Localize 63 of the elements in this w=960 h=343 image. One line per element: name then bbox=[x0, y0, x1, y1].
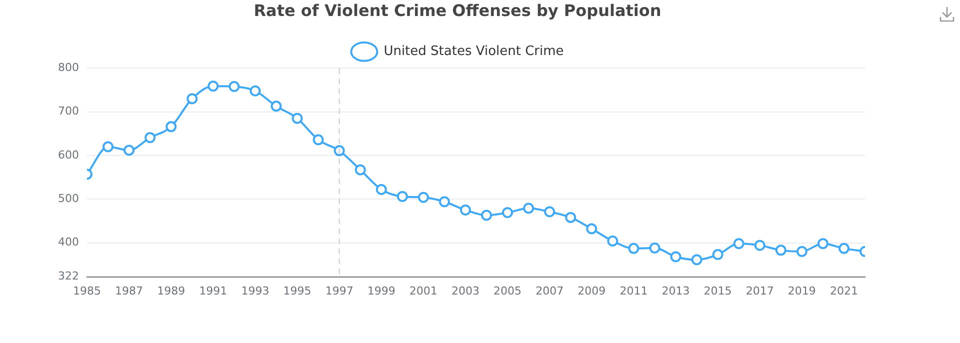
point bbox=[796, 246, 808, 257]
x-tick-label: 1989 bbox=[157, 284, 186, 298]
point bbox=[460, 204, 471, 216]
x-tick-label: 2015 bbox=[704, 284, 732, 298]
y-tick-label: 400 bbox=[58, 236, 79, 249]
point bbox=[270, 100, 282, 112]
y-tick-label: 800 bbox=[58, 61, 79, 74]
x-tick-label: 2017 bbox=[746, 284, 774, 298]
point bbox=[502, 207, 514, 218]
x-tick-label: 1993 bbox=[241, 284, 270, 298]
point bbox=[186, 93, 198, 104]
point bbox=[733, 238, 744, 250]
point bbox=[292, 112, 303, 124]
x-tick-label: 2009 bbox=[578, 284, 606, 298]
point bbox=[334, 145, 345, 156]
point bbox=[712, 249, 724, 260]
point bbox=[670, 251, 682, 262]
x-tick-label: 2019 bbox=[788, 284, 816, 298]
point bbox=[396, 191, 408, 202]
y-tick-label: 500 bbox=[58, 192, 79, 205]
point bbox=[544, 206, 556, 218]
point bbox=[376, 184, 387, 196]
point bbox=[124, 144, 135, 156]
point bbox=[817, 238, 828, 250]
point bbox=[250, 85, 261, 96]
point bbox=[586, 223, 598, 234]
point bbox=[144, 132, 156, 144]
x-tick-label: 1995 bbox=[283, 284, 312, 298]
point bbox=[838, 242, 850, 254]
x-tick-label: 2003 bbox=[451, 284, 480, 298]
point bbox=[649, 242, 660, 254]
y-tick-label: 600 bbox=[58, 148, 79, 162]
point bbox=[523, 202, 534, 214]
point bbox=[607, 236, 618, 247]
point bbox=[754, 240, 766, 251]
point bbox=[775, 244, 786, 256]
point bbox=[565, 212, 576, 223]
x-tick-label: 2005 bbox=[494, 284, 522, 298]
x-tick-label: 1997 bbox=[325, 284, 354, 298]
point bbox=[354, 164, 366, 176]
point bbox=[102, 141, 114, 152]
point bbox=[208, 80, 219, 92]
point bbox=[438, 196, 450, 208]
x-tick-label: 2007 bbox=[536, 284, 564, 298]
x-tick-label: 2021 bbox=[830, 284, 858, 298]
y-tick-label: 322 bbox=[58, 270, 79, 283]
point bbox=[628, 242, 640, 254]
x-tick-label: 1987 bbox=[115, 284, 144, 298]
legend-label: United States Violent Crime bbox=[384, 44, 564, 60]
point bbox=[166, 121, 177, 132]
point bbox=[481, 210, 492, 221]
point bbox=[418, 192, 429, 203]
x-tick-label: 2001 bbox=[409, 284, 438, 298]
chart-title: Rate of Violent Crime Offenses by Population bbox=[254, 0, 662, 20]
point bbox=[228, 81, 240, 92]
x-tick-label: 2011 bbox=[620, 284, 648, 298]
x-tick-label: 1991 bbox=[199, 284, 228, 298]
x-tick-label: 1985 bbox=[72, 284, 101, 298]
y-tick-label: 700 bbox=[58, 104, 79, 118]
point bbox=[312, 134, 324, 146]
x-tick-label: 2013 bbox=[662, 284, 690, 298]
x-tick-label: 1999 bbox=[367, 284, 396, 298]
point bbox=[691, 254, 702, 266]
